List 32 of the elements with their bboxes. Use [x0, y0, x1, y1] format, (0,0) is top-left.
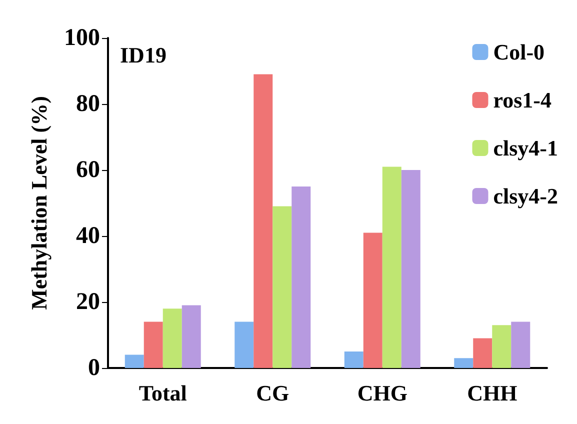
- bar: [254, 74, 273, 368]
- bar: [182, 305, 201, 368]
- bar: [511, 322, 530, 368]
- x-tick-label: CHG: [357, 380, 408, 406]
- y-axis-title: Methylation Level (%): [26, 96, 52, 310]
- y-tick-label: 60: [76, 157, 100, 183]
- bar: [382, 166, 402, 368]
- y-tick-label: 0: [88, 355, 100, 381]
- x-tick-label: Total: [138, 380, 187, 406]
- bar: [344, 352, 364, 368]
- bar: [401, 170, 420, 368]
- bar: [272, 206, 292, 368]
- y-tick-label: 100: [64, 25, 100, 51]
- legend-label: clsy4-1: [493, 136, 558, 160]
- y-tick-label: 40: [76, 223, 100, 249]
- y-tick-label: 80: [76, 91, 100, 117]
- bar: [454, 358, 474, 368]
- x-tick-label: CHH: [467, 380, 518, 406]
- legend-label: clsy4-2: [493, 184, 558, 208]
- bar: [124, 354, 144, 368]
- bar: [473, 338, 492, 368]
- bar: [492, 325, 512, 368]
- legend-label: ros1-4: [493, 88, 552, 112]
- y-tick-label: 20: [76, 289, 100, 315]
- bar: [363, 232, 382, 368]
- bar: [144, 322, 163, 368]
- bar: [292, 186, 311, 368]
- bar: [234, 322, 254, 368]
- annotation: ID19: [120, 42, 166, 68]
- bar: [162, 308, 182, 368]
- legend-label: Col-0: [493, 40, 545, 64]
- x-tick-label: CG: [256, 380, 290, 406]
